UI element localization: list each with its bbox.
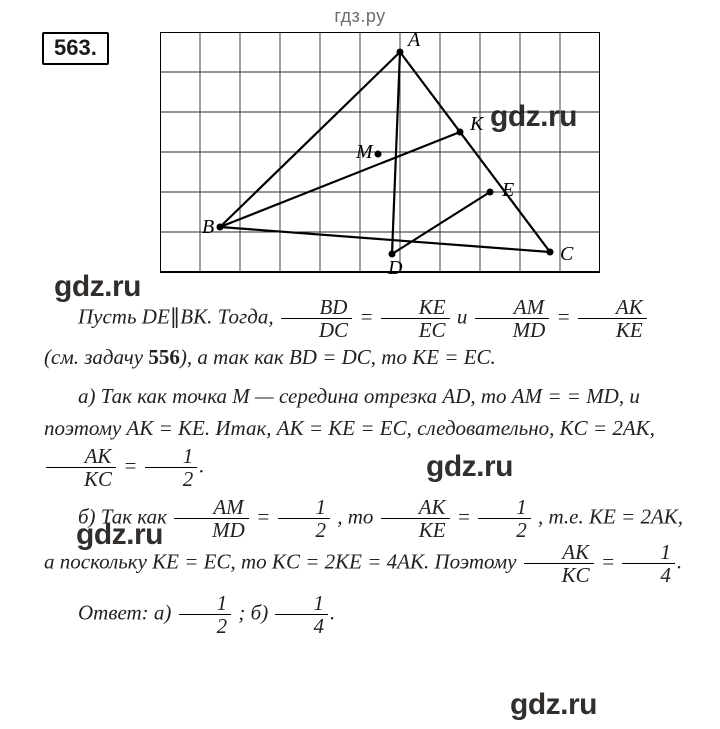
site-header: гдз.ру	[0, 0, 720, 27]
t: =	[557, 304, 576, 328]
num: AM	[475, 296, 550, 319]
den: 4	[275, 615, 328, 637]
t: ; б)	[238, 600, 273, 624]
den: 2	[478, 519, 531, 541]
fraction: 14	[275, 592, 328, 637]
den: DC	[281, 319, 352, 341]
fraction: AKKE	[578, 296, 647, 341]
t: а) Так как точка M — середина отрезка AD…	[44, 384, 655, 441]
t: DE	[142, 304, 170, 328]
fraction: 12	[179, 592, 232, 637]
num: 1	[622, 541, 675, 564]
paragraph-b: б) Так как AMMD = 12 , то AKKE = 12 , т.…	[44, 496, 684, 586]
t: =	[123, 453, 142, 477]
num: BD	[281, 296, 352, 319]
den: 2	[179, 615, 232, 637]
num: 1	[145, 445, 198, 468]
fraction: AMMD	[475, 296, 550, 341]
den: KE	[381, 519, 450, 541]
t: =	[457, 504, 476, 528]
svg-text:K: K	[469, 113, 485, 135]
fraction: 12	[278, 496, 331, 541]
num: 1	[179, 592, 232, 615]
t: .	[330, 600, 335, 624]
page: гдз.ру 563. ABCDKEM Пусть DE∥BK. Тогда, …	[0, 0, 720, 729]
den: MD	[475, 319, 550, 341]
problem-number: 563.	[42, 32, 109, 65]
fraction: AKKC	[524, 541, 594, 586]
den: 4	[622, 564, 675, 586]
num: AK	[578, 296, 647, 319]
svg-text:A: A	[406, 32, 421, 51]
fraction: 12	[145, 445, 198, 490]
fraction: KEEC	[381, 296, 450, 341]
t: .	[199, 453, 204, 477]
t: =	[256, 504, 275, 528]
svg-text:E: E	[501, 179, 514, 201]
num: AK	[524, 541, 594, 564]
fraction: AKKC	[46, 445, 116, 490]
ref: 556	[148, 345, 180, 369]
svg-text:D: D	[387, 257, 403, 279]
t: =	[359, 304, 378, 328]
solution-body: Пусть DE∥BK. Тогда, BDDC = KEEC и AMMD =…	[44, 296, 684, 643]
fraction: BDDC	[281, 296, 352, 341]
t: Пусть	[78, 304, 142, 328]
num: 1	[275, 592, 328, 615]
t: =	[601, 549, 620, 573]
t: ∥	[170, 304, 181, 328]
t: (см. задачу	[44, 345, 148, 369]
num: AK	[46, 445, 116, 468]
den: KC	[524, 564, 594, 586]
geometry-diagram: A B C D K E M	[160, 32, 600, 282]
num: AM	[174, 496, 249, 519]
num: 1	[278, 496, 331, 519]
t: .	[677, 549, 682, 573]
den: EC	[381, 319, 450, 341]
num: KE	[381, 296, 450, 319]
t: б) Так как	[78, 504, 172, 528]
t: . Тогда,	[207, 304, 279, 328]
den: 2	[278, 519, 331, 541]
t: ), а так как BD = DC, то KE = EC.	[180, 345, 496, 369]
paragraph-a: а) Так как точка M — середина отрезка AD…	[44, 380, 684, 490]
answer: Ответ: а) 12 ; б) 14.	[44, 592, 684, 637]
fraction: 12	[478, 496, 531, 541]
svg-text:B: B	[202, 216, 214, 238]
den: KE	[578, 319, 647, 341]
t: BK	[180, 304, 207, 328]
fraction: AKKE	[381, 496, 450, 541]
fraction: 14	[622, 541, 675, 586]
den: KC	[46, 468, 116, 490]
den: MD	[174, 519, 249, 541]
t: Ответ: а)	[78, 600, 177, 624]
num: AK	[381, 496, 450, 519]
t: и	[457, 304, 473, 328]
den: 2	[145, 468, 198, 490]
paragraph-intro: Пусть DE∥BK. Тогда, BDDC = KEEC и AMMD =…	[44, 296, 684, 374]
svg-text:C: C	[560, 243, 574, 265]
svg-text:M: M	[355, 141, 374, 163]
fraction: AMMD	[174, 496, 249, 541]
watermark: gdz.ru	[510, 688, 597, 722]
num: 1	[478, 496, 531, 519]
t: , то	[337, 504, 378, 528]
